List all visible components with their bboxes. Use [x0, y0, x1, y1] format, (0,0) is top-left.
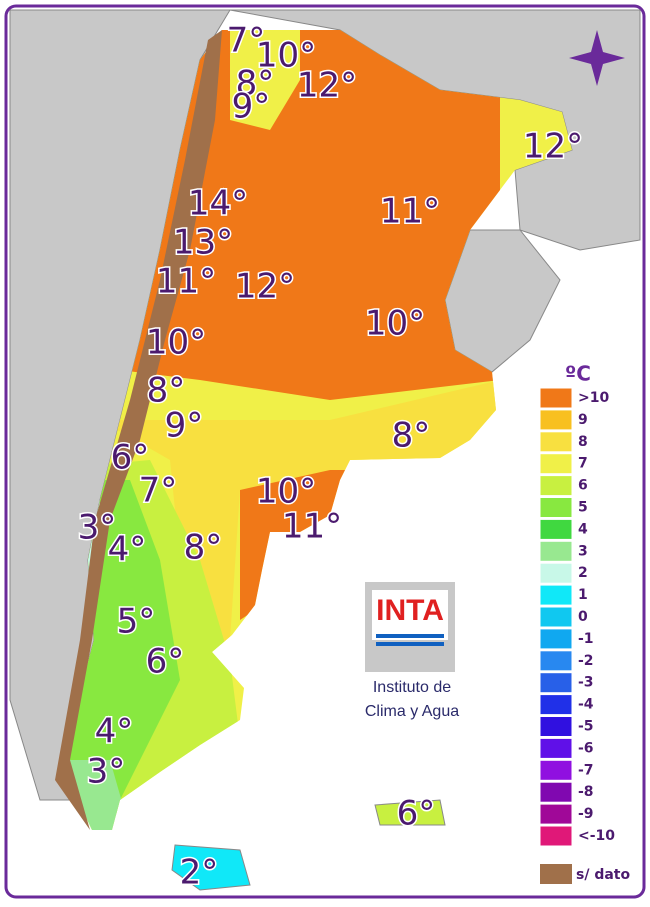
legend-label: s/ dato: [576, 867, 630, 883]
tierra-del-fuego: [171, 844, 251, 891]
legend-label: -8: [578, 784, 594, 800]
temperature-label: 3°: [87, 752, 126, 792]
temperature-label: 7°: [139, 471, 178, 511]
compass: [569, 30, 625, 86]
temperature-label: 10°: [256, 36, 316, 76]
temperature-label: 6°: [397, 794, 436, 834]
temperature-label: 12°: [235, 267, 295, 307]
legend-swatch: [539, 737, 573, 759]
legend-label: 4: [578, 521, 588, 537]
legend-label: -2: [578, 653, 594, 669]
no-data-andes: [55, 30, 222, 830]
temperature-label: 10°: [365, 304, 425, 344]
legend-swatch: [539, 562, 573, 584]
legend-swatch: [539, 540, 573, 562]
temperature-label: 11°: [282, 507, 342, 547]
logo-line: Instituto de: [373, 679, 451, 696]
temperature-label: 9°: [165, 406, 204, 446]
temperature-label: 7°: [227, 21, 266, 61]
legend-swatch: [539, 431, 573, 453]
legend-label: 3: [578, 543, 588, 559]
temperature-label: 8°: [392, 416, 431, 456]
legend-swatch: [539, 694, 573, 716]
legend-label: 2: [578, 565, 588, 581]
temperature-label: 6°: [146, 642, 185, 682]
legend-label: -9: [578, 806, 594, 822]
malvinas: [374, 799, 446, 826]
legend-swatch: [539, 518, 573, 540]
legend-label: >10: [578, 390, 609, 406]
legend-unit: ºC: [565, 362, 591, 386]
legend-label: -5: [578, 719, 594, 735]
legend-label: 5: [578, 500, 588, 516]
temperature-label: 3°: [78, 508, 117, 548]
legend-swatch: [539, 387, 573, 409]
legend-label: 6: [578, 478, 588, 494]
legend-swatch: [539, 453, 573, 475]
legend-label: 7: [578, 456, 588, 472]
temperature-label: 11°: [380, 192, 440, 232]
logo-inner: [372, 590, 448, 640]
temperature-label: 10°: [146, 323, 206, 363]
temperature-label: 13°: [173, 223, 233, 263]
legend-label: 8: [578, 434, 588, 450]
legend-label: 9: [578, 412, 588, 428]
logo-stripe: [376, 642, 444, 646]
temperature-label: 4°: [95, 712, 134, 752]
legend-swatch: [539, 825, 573, 847]
legend-swatch: [539, 409, 573, 431]
legend-label: -3: [578, 675, 594, 691]
legend-swatch: [539, 606, 573, 628]
temperature-label: 10°: [256, 472, 316, 512]
legend-label: <-10: [578, 828, 615, 844]
logo-stripe: [376, 634, 444, 638]
temperature-label: 14°: [188, 184, 248, 224]
logo-line: Clima y Agua: [365, 703, 459, 720]
legend-swatch: [540, 864, 572, 884]
legend-swatch: [539, 803, 573, 825]
temperature-label: 12°: [523, 127, 583, 167]
temperature-label: 8°: [236, 64, 275, 104]
legend-swatch: [539, 716, 573, 737]
legend-swatch: [539, 672, 573, 694]
legend-swatch: [539, 497, 573, 518]
legend-swatch: [539, 781, 573, 803]
legend-label: -7: [578, 762, 594, 778]
legend-swatch: [539, 475, 573, 497]
legend-swatch: [539, 650, 573, 672]
legend-swatch: [539, 759, 573, 781]
legend-label: 1: [578, 587, 588, 603]
temperature-label: 5°: [117, 602, 156, 642]
temperature-label: 12°: [297, 66, 357, 106]
temperature-label: 8°: [147, 371, 186, 411]
legend-label: -1: [578, 631, 594, 647]
temperature-label: 2°: [180, 853, 219, 893]
legend-label: -4: [578, 697, 594, 713]
temperature-label: 4°: [108, 530, 147, 570]
logo-name: INTA: [376, 594, 444, 627]
temperature-label: 9°: [232, 87, 271, 127]
legend-label: -6: [578, 740, 594, 756]
legend-swatch: [539, 628, 573, 650]
legend-label: 0: [578, 609, 588, 625]
temperature-label: 11°: [156, 262, 216, 302]
temperature-label: 8°: [184, 528, 223, 568]
temperature-label: 6°: [111, 438, 150, 478]
legend-swatch: [539, 584, 573, 606]
